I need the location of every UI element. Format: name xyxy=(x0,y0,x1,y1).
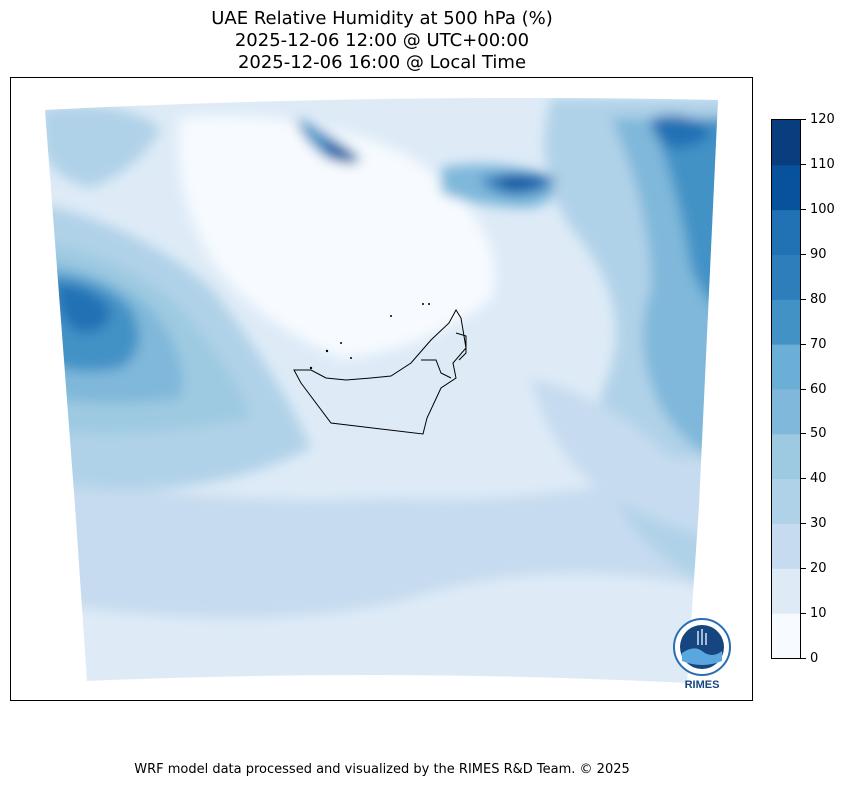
humidity-band-20-30-southeast xyxy=(531,378,718,548)
tick-mark xyxy=(801,208,806,210)
footer-credit: WRF model data processed and visualized … xyxy=(134,762,630,777)
island xyxy=(325,349,329,353)
tick-mark xyxy=(801,658,806,659)
tick-mark xyxy=(801,568,806,570)
colorbar-swatch xyxy=(772,209,800,255)
tick-mark xyxy=(801,119,806,120)
tick-mark xyxy=(801,163,806,165)
humidity-band-100-110-streak xyxy=(321,140,359,163)
colorbar-swatch xyxy=(772,344,800,390)
tick-mark xyxy=(801,298,806,300)
island xyxy=(350,357,352,359)
colorbar-swatch xyxy=(772,120,800,166)
colorbar-tick-label: 50 xyxy=(801,427,827,441)
colorbar xyxy=(771,119,801,659)
uae-islands xyxy=(309,303,430,370)
logo-signal xyxy=(697,629,707,645)
island xyxy=(422,303,424,305)
colorbar-swatch xyxy=(772,433,800,480)
humidity-band-90-100-west xyxy=(56,283,111,333)
tick-mark xyxy=(801,523,806,525)
musandam-border xyxy=(455,332,467,361)
humidity-band-100-110-north xyxy=(496,176,546,189)
humidity-band-50-60-east xyxy=(611,118,718,478)
colorbar-tick-label: 10 xyxy=(801,607,827,621)
colorbar-tick-label: 90 xyxy=(801,247,827,262)
colorbar-swatch xyxy=(772,164,800,211)
humidity-band-70-80-east xyxy=(651,118,718,338)
tick-mark xyxy=(801,478,806,480)
colorbar-tick-label: 60 xyxy=(801,382,827,397)
colorbar-tick-label: 40 xyxy=(801,472,827,486)
colorbar-tick-label: 0 xyxy=(801,652,818,666)
colorbar-tick-label: 20 xyxy=(801,562,827,576)
tick-mark xyxy=(801,433,806,435)
colorbar-swatch xyxy=(772,254,800,300)
island xyxy=(309,366,313,370)
island xyxy=(428,303,430,305)
logo-text: RIMES xyxy=(685,679,720,691)
map-title: UAE Relative Humidity at 500 hPa (%) xyxy=(211,8,553,29)
humidity-field xyxy=(45,97,718,684)
map-subtitle-utc: 2025-12-06 12:00 @ UTC+00:00 xyxy=(234,30,530,51)
humidity-band-30-40-northwest xyxy=(45,105,161,188)
rimes-logo: RIMES xyxy=(673,618,731,691)
island xyxy=(340,342,342,344)
colorbar-swatch xyxy=(772,568,800,614)
logo-wave xyxy=(682,648,722,665)
colorbar-swatches xyxy=(772,120,800,658)
colorbar-tick-label: 110 xyxy=(801,157,835,172)
humidity-band-20-30 xyxy=(45,458,718,618)
humidity-map xyxy=(45,97,718,684)
humidity-band-90-100-northeast xyxy=(651,115,711,148)
tick-mark xyxy=(801,343,806,345)
colorbar-swatch xyxy=(772,613,800,658)
map-frame xyxy=(10,77,753,701)
island xyxy=(390,315,392,317)
inner-border xyxy=(421,359,452,379)
colorbar-tick-label: 100 xyxy=(801,202,835,217)
colorbar-tick-label: 30 xyxy=(801,517,827,531)
colorbar-swatch xyxy=(772,389,800,435)
uae-outline xyxy=(293,309,467,435)
colorbar-swatch xyxy=(772,299,800,345)
colorbar-tick-label: 80 xyxy=(801,292,827,307)
colorbar-tick-label: 70 xyxy=(801,337,827,352)
uae-boundary xyxy=(293,309,467,435)
humidity-band-0-10-center xyxy=(179,116,495,358)
map-subtitle-local: 2025-12-06 16:00 @ Local Time xyxy=(237,52,527,73)
tick-mark xyxy=(801,253,806,255)
tick-mark xyxy=(801,613,806,615)
tick-mark xyxy=(801,388,806,390)
colorbar-tick-label: 120 xyxy=(801,113,835,127)
colorbar-swatch xyxy=(772,523,800,569)
colorbar-swatch xyxy=(772,478,800,524)
